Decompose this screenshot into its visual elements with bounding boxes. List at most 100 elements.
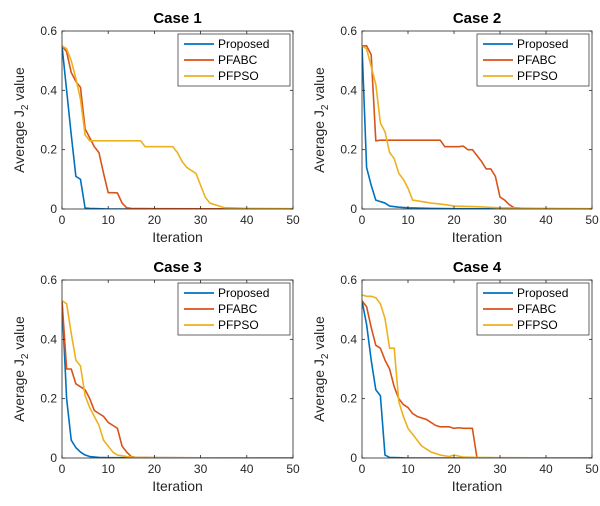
series-line-pfpso — [62, 45, 293, 209]
y-axis-label: Average J2 value — [311, 316, 331, 422]
y-axis-label-subscript: 2 — [320, 104, 331, 110]
y-axis-label-subscript: 2 — [320, 353, 331, 359]
x-tick-label: 50 — [286, 462, 300, 476]
legend-label-proposed: Proposed — [517, 286, 568, 300]
chart-title: Case 4 — [453, 259, 502, 276]
legend: Proposed PFABC PFPSO — [476, 33, 590, 87]
chart-panel: 0 10 20 30 40 50 0 0.2 0.4 0.6 Case 2 Iteration Aver… — [311, 10, 599, 245]
legend-label-pfpso: PFPSO — [517, 69, 558, 83]
x-axis-label: Iteration — [452, 478, 503, 494]
y-tick-label: 0.6 — [40, 273, 57, 287]
x-tick-label: 50 — [585, 213, 599, 227]
y-axis-label-main: Average J — [11, 110, 27, 173]
y-axis-label-suffix: value — [11, 316, 27, 354]
x-tick-label: 40 — [240, 462, 254, 476]
y-tick-label: 0.4 — [40, 83, 57, 97]
legend-label-pfpso: PFPSO — [218, 69, 259, 83]
y-tick-label: 0.6 — [340, 273, 357, 287]
y-tick-label: 0.4 — [40, 332, 57, 346]
x-tick-label: 20 — [148, 213, 162, 227]
x-tick-label: 10 — [401, 462, 415, 476]
series-line-pfpso — [362, 294, 592, 458]
legend-label-pfabc: PFABC — [218, 53, 258, 67]
y-tick-label: 0.6 — [40, 24, 57, 38]
y-tick-label: 0.2 — [340, 392, 357, 406]
x-axis-label: Iteration — [152, 478, 203, 494]
legend-label-pfabc: PFABC — [517, 302, 557, 316]
y-axis-label-main: Average J — [11, 359, 27, 422]
x-tick-label: 20 — [447, 213, 461, 227]
x-tick-label: 40 — [539, 213, 553, 227]
y-axis-label-main: Average J — [311, 110, 327, 173]
y-tick-label: 0.4 — [340, 332, 357, 346]
chart-title: Case 2 — [453, 10, 501, 27]
x-axis-label: Iteration — [452, 229, 503, 245]
x-tick-label: 50 — [585, 462, 599, 476]
series-group — [62, 300, 293, 458]
chart-title: Case 1 — [153, 10, 201, 27]
y-axis-label-suffix: value — [311, 67, 327, 105]
y-tick-label: 0.2 — [40, 392, 57, 406]
y-axis-label-subscript: 2 — [20, 104, 31, 110]
legend: Proposed PFABC PFPSO — [177, 282, 291, 336]
x-tick-label: 10 — [102, 213, 116, 227]
legend: Proposed PFABC PFPSO — [476, 282, 590, 336]
y-axis-label-suffix: value — [311, 316, 327, 354]
series-line-proposed — [62, 300, 293, 458]
x-tick-label: 10 — [401, 213, 415, 227]
y-tick-label: 0.2 — [340, 143, 357, 157]
x-tick-label: 0 — [59, 462, 66, 476]
x-axis-label: Iteration — [152, 229, 203, 245]
series-line-pfabc — [362, 45, 592, 209]
y-tick-label: 0 — [350, 451, 357, 465]
chart-panel: 0 10 20 30 40 50 0 0.2 0.4 0.6 Case 4 Iteration Aver… — [311, 259, 599, 494]
series-line-proposed — [362, 45, 592, 209]
axes-box — [61, 279, 294, 459]
x-tick-label: 0 — [359, 462, 366, 476]
legend-label-proposed: Proposed — [218, 286, 269, 300]
x-tick-label: 30 — [493, 213, 507, 227]
chart-panel: 0 10 20 30 40 50 0 0.2 0.4 0.6 Case 1 Iteration Aver… — [11, 10, 300, 245]
y-axis-label-suffix: value — [11, 67, 27, 105]
x-tick-label: 30 — [194, 462, 208, 476]
x-tick-label: 0 — [59, 213, 66, 227]
y-tick-label: 0 — [350, 202, 357, 216]
legend: Proposed PFABC PFPSO — [177, 33, 291, 87]
y-tick-label: 0.2 — [40, 143, 57, 157]
legend-label-pfpso: PFPSO — [218, 318, 259, 332]
axes-box — [361, 279, 593, 459]
y-axis-label: Average J2 value — [311, 67, 331, 173]
y-axis-label-main: Average J — [311, 359, 327, 422]
x-tick-label: 0 — [359, 213, 366, 227]
chart-title: Case 3 — [153, 259, 201, 276]
y-tick-label: 0.4 — [340, 83, 357, 97]
legend-label-proposed: Proposed — [218, 37, 269, 51]
axes-box — [361, 30, 593, 210]
series-line-pfabc — [62, 45, 293, 209]
y-tick-label: 0.6 — [340, 24, 357, 38]
legend-label-proposed: Proposed — [517, 37, 568, 51]
y-axis-label: Average J2 value — [11, 67, 31, 173]
x-tick-label: 20 — [447, 462, 461, 476]
legend-label-pfabc: PFABC — [517, 53, 557, 67]
series-group — [362, 45, 592, 209]
series-line-pfpso — [362, 45, 592, 209]
legend-label-pfpso: PFPSO — [517, 318, 558, 332]
x-tick-label: 40 — [240, 213, 254, 227]
x-tick-label: 50 — [286, 213, 300, 227]
y-tick-label: 0 — [50, 451, 57, 465]
x-tick-label: 20 — [148, 462, 162, 476]
x-tick-label: 30 — [493, 462, 507, 476]
y-axis-label: Average J2 value — [11, 316, 31, 422]
series-line-pfabc — [362, 300, 592, 458]
chart-panel: 0 10 20 30 40 50 0 0.2 0.4 0.6 Case 3 Iteration Aver… — [11, 259, 300, 494]
y-axis-label-subscript: 2 — [20, 353, 31, 359]
x-tick-label: 10 — [102, 462, 116, 476]
series-line-pfpso — [62, 300, 293, 458]
axes-box — [61, 30, 294, 210]
x-tick-label: 30 — [194, 213, 208, 227]
legend-label-pfabc: PFABC — [218, 302, 258, 316]
y-tick-label: 0 — [50, 202, 57, 216]
x-tick-label: 40 — [539, 462, 553, 476]
